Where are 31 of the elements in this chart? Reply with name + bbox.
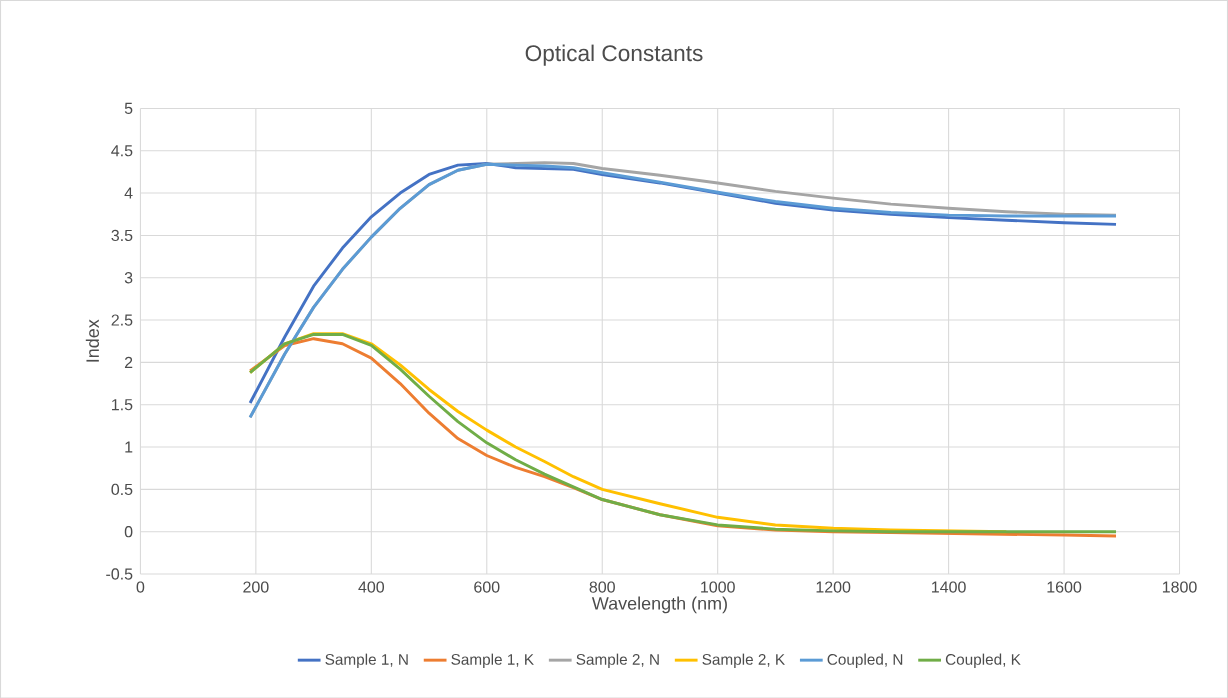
x-tick-label: 200 xyxy=(243,581,269,593)
y-tick-label: 3 xyxy=(124,271,133,284)
legend-label: Coupled, N xyxy=(827,653,903,668)
x-tick-label: 1000 xyxy=(701,581,735,593)
x-tick-label: 1800 xyxy=(1162,581,1197,593)
y-tick-label: 2 xyxy=(124,356,133,368)
y-tick-label: 5 xyxy=(124,102,133,114)
chart-title: Optical Constants xyxy=(525,44,703,66)
x-tick-label: 600 xyxy=(474,581,500,593)
legend-label: Sample 1, K xyxy=(451,653,534,668)
x-tick-label: 0 xyxy=(136,581,145,593)
legend-label: Sample 2, K xyxy=(702,653,785,668)
y-tick-label: 0 xyxy=(124,525,133,538)
y-tick-label: 1 xyxy=(125,441,133,453)
x-tick-label: 1600 xyxy=(1047,581,1082,593)
x-tick-label: 400 xyxy=(358,581,385,593)
y-tick-label: 2.5 xyxy=(111,314,133,326)
legend-label: Coupled, K xyxy=(945,653,1021,668)
y-tick-label: -0.5 xyxy=(106,568,133,580)
y-tick-label: 4 xyxy=(124,187,133,199)
x-axis-title: Wavelength (nm) xyxy=(591,596,727,614)
x-tick-label: 1400 xyxy=(932,581,966,593)
y-tick-label: 0.5 xyxy=(111,483,133,495)
y-tick-label: 1.5 xyxy=(112,398,133,411)
x-tick-label: 1200 xyxy=(816,581,851,593)
x-tick-label: 800 xyxy=(589,581,615,593)
legend-label: Sample 1, N xyxy=(325,653,408,668)
y-tick-label: 3.5 xyxy=(111,229,133,241)
y-tick-label: 4.5 xyxy=(111,144,133,157)
y-axis-title: Index xyxy=(85,319,100,362)
legend-label: Sample 2, N xyxy=(576,653,659,668)
